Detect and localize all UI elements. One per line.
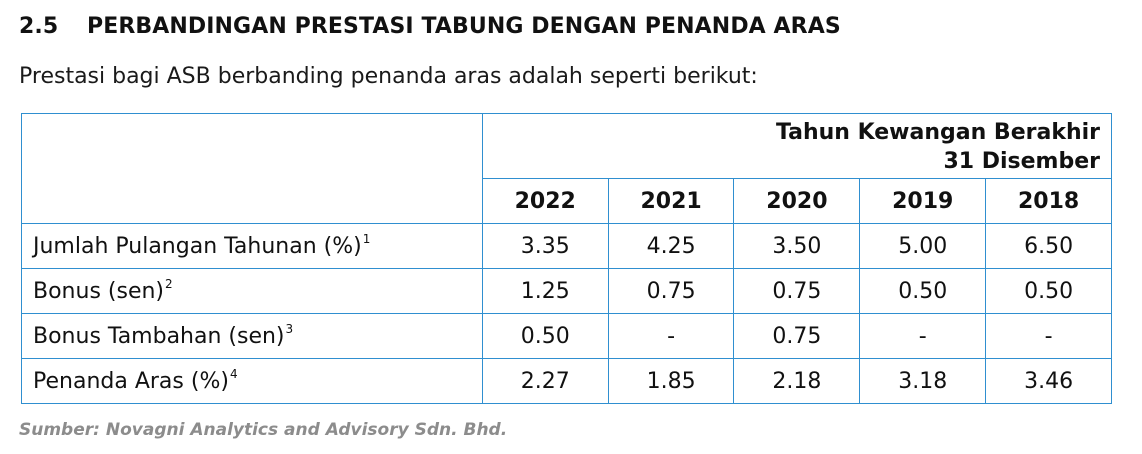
table-row-benchmark: Penanda Aras (%)4 2.27 1.85 2.18 3.18 3.… — [21, 358, 1112, 404]
table-cell: 0.75 — [607, 268, 735, 314]
row-label: Bonus (sen)2 — [21, 268, 483, 314]
table-cell: - — [985, 313, 1112, 359]
footnote-marker: 1 — [362, 231, 371, 246]
table-row-annual-return: Jumlah Pulangan Tahunan (%)1 3.35 4.25 3… — [21, 223, 1112, 269]
year-header-2019: 2019 — [859, 178, 987, 224]
empty-header-cell — [21, 113, 483, 224]
year-header-2021: 2021 — [607, 178, 735, 224]
table-cell: 3.46 — [985, 358, 1112, 404]
source-note: Sumber: Novagni Analytics and Advisory S… — [19, 420, 508, 440]
row-label: Bonus Tambahan (sen)3 — [21, 313, 483, 359]
row-label-text: Jumlah Pulangan Tahunan (%) — [33, 233, 362, 259]
table-cell: 0.50 — [859, 268, 987, 314]
row-label: Penanda Aras (%)4 — [21, 358, 483, 404]
row-label-text: Bonus (sen) — [33, 278, 165, 304]
table-cell: - — [607, 313, 735, 359]
table-cell: 1.85 — [607, 358, 735, 404]
intro-text: Prestasi bagi ASB berbanding penanda ara… — [19, 64, 758, 89]
table-cell: 0.50 — [985, 268, 1112, 314]
table-cell: 2.18 — [733, 358, 861, 404]
row-label-text: Bonus Tambahan (sen) — [33, 323, 285, 349]
table-cell: 0.75 — [733, 313, 861, 359]
year-header-2018: 2018 — [985, 178, 1112, 224]
table-cell: 6.50 — [985, 223, 1112, 269]
financial-year-header-line1: Tahun Kewangan Berakhir — [775, 120, 1100, 145]
section-number: 2.5 — [19, 14, 59, 39]
footnote-marker: 2 — [165, 276, 173, 291]
table-cell: 0.75 — [733, 268, 861, 314]
table-cell: 1.25 — [481, 268, 609, 314]
table-cell: - — [859, 313, 987, 359]
table-cell: 3.35 — [481, 223, 609, 269]
header-row-financial-year: Tahun Kewangan Berakhir 31 Disember — [21, 113, 1113, 224]
row-label-text: Penanda Aras (%) — [33, 368, 229, 394]
table-cell: 2.27 — [481, 358, 609, 404]
section-title: PERBANDINGAN PRESTASI TABUNG DENGAN PENA… — [87, 14, 841, 39]
table-cell: 3.50 — [733, 223, 861, 269]
table-cell: 3.18 — [859, 358, 987, 404]
performance-table: Tahun Kewangan Berakhir 31 Disember 2022… — [21, 113, 1113, 404]
table-cell: 5.00 — [859, 223, 987, 269]
table-row-bonus: Bonus (sen)2 1.25 0.75 0.75 0.50 0.50 — [21, 268, 1112, 314]
financial-year-header-line2: 31 Disember — [943, 149, 1100, 174]
table-cell: 0.50 — [481, 313, 609, 359]
financial-year-header: Tahun Kewangan Berakhir 31 Disember — [481, 113, 1113, 179]
row-label: Jumlah Pulangan Tahunan (%)1 — [21, 223, 483, 269]
year-header-2022: 2022 — [481, 178, 609, 224]
year-header-2020: 2020 — [733, 178, 861, 224]
footnote-marker: 4 — [229, 366, 238, 381]
section-heading: 2.5 PERBANDINGAN PRESTASI TABUNG DENGAN P… — [19, 14, 841, 39]
table-row-additional-bonus: Bonus Tambahan (sen)3 0.50 - 0.75 - - — [21, 313, 1112, 359]
table-cell: 4.25 — [607, 223, 735, 269]
footnote-marker: 3 — [285, 321, 294, 336]
